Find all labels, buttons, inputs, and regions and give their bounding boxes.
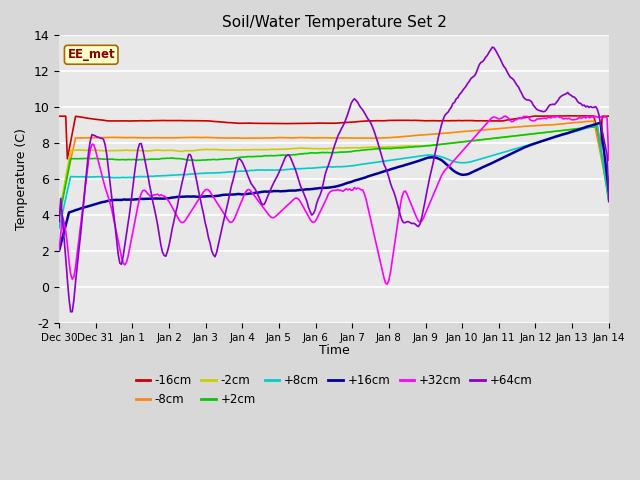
+32cm (383, 281, 391, 287)
+2cm (220, 156, 227, 162)
Line: +32cm: +32cm (59, 116, 609, 284)
+16cm (177, 194, 184, 200)
+16cm (511, 149, 519, 155)
+2cm (62, 181, 70, 187)
-2cm (511, 133, 519, 139)
+64cm (508, 75, 516, 81)
Legend: -16cm, -8cm, -2cm, +2cm, +8cm, +16cm, +32cm, +64cm: -16cm, -8cm, -2cm, +2cm, +8cm, +16cm, +3… (131, 369, 537, 410)
+32cm (55, 248, 63, 253)
+16cm (364, 174, 371, 180)
-2cm (62, 175, 70, 180)
+16cm (596, 120, 604, 125)
+2cm (593, 124, 601, 130)
+8cm (177, 172, 184, 178)
-2cm (220, 147, 227, 153)
-16cm (62, 113, 70, 119)
-8cm (62, 180, 70, 186)
-8cm (220, 135, 227, 141)
+2cm (177, 156, 184, 162)
+32cm (508, 119, 516, 125)
+8cm (364, 161, 371, 167)
+8cm (511, 146, 519, 152)
-8cm (55, 210, 63, 216)
+64cm (221, 213, 228, 219)
-16cm (506, 117, 514, 122)
+16cm (220, 192, 227, 198)
+32cm (62, 228, 70, 234)
+32cm (515, 115, 522, 121)
+64cm (488, 44, 496, 50)
+64cm (179, 179, 186, 185)
+64cm (515, 84, 522, 90)
+32cm (177, 219, 184, 225)
Line: -16cm: -16cm (59, 116, 609, 159)
-16cm (513, 116, 521, 121)
-8cm (177, 135, 184, 141)
-16cm (179, 118, 186, 123)
-8cm (511, 124, 519, 130)
-2cm (593, 124, 601, 130)
+8cm (62, 196, 70, 202)
Y-axis label: Temperature (C): Temperature (C) (15, 128, 28, 230)
-16cm (221, 120, 228, 125)
Text: EE_met: EE_met (67, 48, 115, 61)
-2cm (177, 148, 184, 154)
+8cm (593, 122, 601, 128)
+2cm (511, 133, 519, 139)
Line: -2cm: -2cm (59, 127, 609, 214)
Line: +8cm: +8cm (59, 125, 609, 228)
+32cm (220, 210, 227, 216)
-2cm (55, 211, 63, 217)
+32cm (605, 157, 612, 163)
+32cm (364, 203, 371, 209)
+2cm (605, 198, 612, 204)
+2cm (505, 134, 513, 140)
-8cm (364, 135, 371, 141)
Line: +2cm: +2cm (59, 127, 609, 218)
Line: -8cm: -8cm (59, 121, 609, 213)
-8cm (505, 125, 513, 131)
+8cm (220, 169, 227, 175)
-8cm (589, 118, 596, 124)
+8cm (605, 197, 612, 203)
Title: Soil/Water Temperature Set 2: Soil/Water Temperature Set 2 (221, 15, 446, 30)
+64cm (62, 255, 70, 261)
+16cm (605, 187, 612, 193)
-8cm (605, 192, 612, 198)
-16cm (55, 113, 63, 119)
-16cm (605, 113, 612, 119)
-16cm (365, 118, 373, 124)
+16cm (55, 248, 63, 253)
+2cm (55, 216, 63, 221)
+32cm (502, 113, 509, 119)
Line: +16cm: +16cm (59, 122, 609, 251)
+64cm (605, 199, 612, 204)
Line: +64cm: +64cm (59, 47, 609, 312)
+8cm (55, 225, 63, 231)
-16cm (557, 113, 565, 119)
+16cm (62, 222, 70, 228)
+16cm (505, 152, 513, 158)
+8cm (505, 148, 513, 154)
X-axis label: Time: Time (319, 344, 349, 357)
-2cm (505, 134, 513, 140)
-16cm (63, 156, 71, 162)
+64cm (67, 309, 74, 315)
+64cm (365, 118, 373, 123)
-2cm (364, 144, 371, 150)
+64cm (55, 219, 63, 225)
-2cm (605, 198, 612, 204)
+2cm (364, 147, 371, 153)
